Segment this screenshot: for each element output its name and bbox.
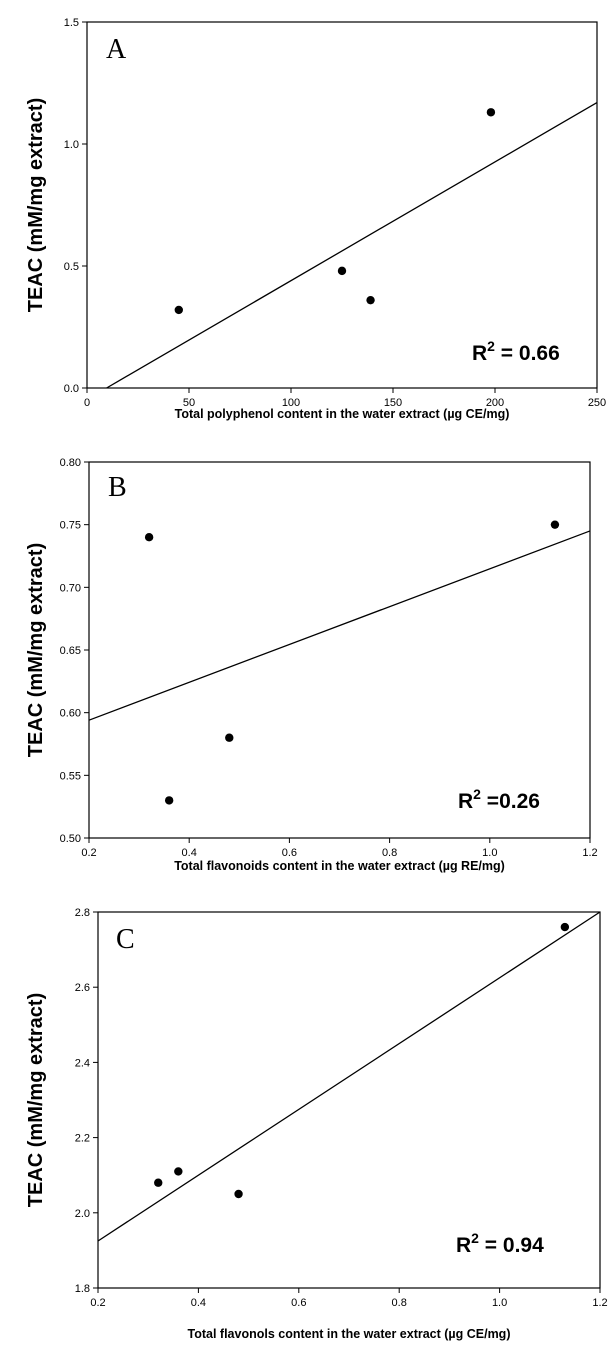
- plot-frame: [88, 461, 591, 839]
- y-tick-label: 0.0: [64, 383, 79, 395]
- x-tick-label: 0.8: [382, 847, 397, 859]
- x-tick-label: 1.0: [482, 847, 497, 859]
- y-tick-label: 2.8: [75, 907, 90, 919]
- x-tick-label: 1.2: [582, 847, 597, 859]
- r-squared-symbol: R: [458, 790, 473, 813]
- x-tick-label: 200: [486, 397, 504, 409]
- x-tick-label: 0: [84, 397, 90, 409]
- data-point: [486, 108, 496, 117]
- regression-line: [97, 911, 601, 1242]
- x-tick-label: 0.2: [90, 1297, 105, 1309]
- y-tick-label: 0.70: [60, 582, 81, 594]
- r-squared-value: =0.26: [481, 790, 540, 813]
- y-tick-label: 1.5: [64, 17, 79, 29]
- data-point: [234, 1189, 243, 1199]
- x-tick-label: 0.4: [182, 847, 197, 859]
- y-tick-label: 1.8: [75, 1283, 90, 1295]
- x-tick-label: 1.2: [592, 1297, 607, 1309]
- x-tick-label: 0.8: [392, 1297, 407, 1309]
- y-tick-label: 2.0: [75, 1208, 90, 1220]
- x-tick-label: 0.6: [282, 847, 297, 859]
- y-tick-label: 0.75: [60, 520, 81, 532]
- x-tick-label: 0.2: [81, 847, 96, 859]
- data-point: [560, 922, 570, 932]
- x-tick-label: 100: [282, 397, 300, 409]
- data-point: [550, 520, 560, 529]
- data-point: [144, 533, 154, 542]
- y-axis-label: TEAC (mM/mg extract): [25, 993, 47, 1207]
- data-point: [337, 266, 347, 276]
- y-tick-label: 2.4: [75, 1057, 90, 1069]
- regression-line: [88, 530, 591, 721]
- r-squared-label: R2 =0.26: [458, 786, 540, 813]
- data-point: [174, 305, 183, 315]
- plot-frame: [86, 21, 598, 389]
- r-squared-label: R2 = 0.94: [456, 1230, 544, 1257]
- r-squared-value: = 0.94: [479, 1234, 544, 1257]
- x-tick-label: 0.6: [291, 1297, 306, 1309]
- panel-label: B: [108, 472, 127, 503]
- y-tick-label: 1.0: [64, 139, 79, 151]
- x-axis-label: Total flavonoids content in the water ex…: [174, 859, 505, 873]
- x-tick-label: 0.4: [191, 1297, 206, 1309]
- r-squared-symbol: R: [472, 342, 487, 365]
- y-tick-label: 0.60: [60, 708, 81, 720]
- r-squared-value: = 0.66: [495, 342, 560, 365]
- y-tick-label: 0.65: [60, 645, 81, 657]
- plot-frame: [97, 911, 601, 1289]
- r-squared-superscript: 2: [487, 338, 495, 354]
- chart-panel-c: 0.2 0.4 0.6 0.8 1.0 1.2 1.8 2.0 2.2 2.4 2.6 2.8 C R2 …: [25, 907, 608, 1341]
- panel-label: C: [116, 924, 135, 955]
- chart-panel-a: 0 50 100 150 200 250 0.0 0.5 1.0 1.5 A R2 = 0.66 Tot…: [25, 17, 606, 421]
- data-point: [154, 1178, 163, 1187]
- y-tick-label: 0.5: [64, 261, 79, 273]
- x-tick-label: 50: [183, 397, 195, 409]
- regression-line: [106, 101, 598, 389]
- x-tick-label: 150: [384, 397, 402, 409]
- y-tick-label: 2.2: [75, 1133, 90, 1145]
- y-axis-label: TEAC (mM/mg extract): [25, 543, 47, 757]
- y-tick-label: 0.80: [60, 457, 81, 469]
- data-point: [174, 1167, 183, 1176]
- data-point: [225, 733, 234, 742]
- data-point: [366, 295, 375, 305]
- r-squared-symbol: R: [456, 1234, 471, 1257]
- r-squared-superscript: 2: [473, 786, 481, 802]
- r-squared-label: R2 = 0.66: [472, 338, 560, 365]
- x-tick-label: 250: [588, 397, 606, 409]
- data-point: [164, 796, 174, 805]
- chart-panel-b: 0.2 0.4 0.6 0.8 1.0 1.2 0.50 0.55 0.60 0.65 0.70 0.…: [25, 457, 598, 873]
- y-tick-label: 0.55: [60, 770, 81, 782]
- x-axis-label: Total polyphenol content in the water ex…: [175, 407, 510, 421]
- y-tick-label: 0.50: [60, 833, 81, 845]
- x-axis-label: Total flavonols content in the water ext…: [188, 1327, 511, 1341]
- y-tick-label: 2.6: [75, 982, 90, 994]
- panel-label: A: [106, 34, 127, 65]
- r-squared-superscript: 2: [471, 1230, 479, 1246]
- y-axis-label: TEAC (mM/mg extract): [25, 98, 47, 312]
- x-tick-label: 1.0: [492, 1297, 507, 1309]
